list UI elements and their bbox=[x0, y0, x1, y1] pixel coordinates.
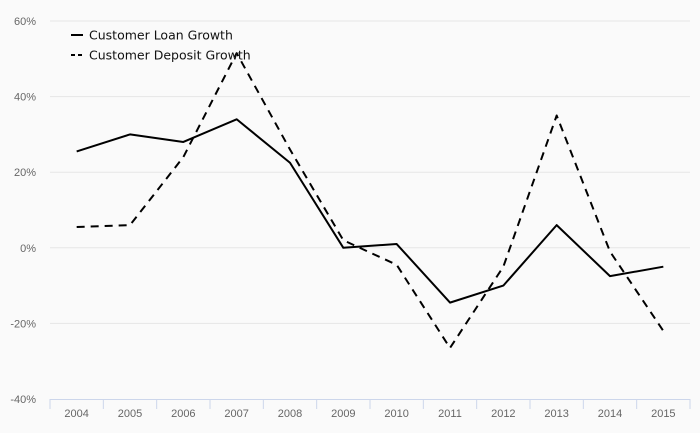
x-tick-label: 2014 bbox=[598, 408, 622, 420]
y-tick-label: 40% bbox=[14, 92, 36, 104]
x-tick-label: 2010 bbox=[384, 408, 408, 420]
series-line-2 bbox=[76, 52, 665, 349]
series-line-1 bbox=[76, 118, 664, 304]
x-tick-label: 2009 bbox=[331, 408, 355, 420]
x-tick-label: 2011 bbox=[438, 408, 462, 420]
x-tick-label: 2012 bbox=[491, 408, 515, 420]
y-tick-label: -20% bbox=[10, 318, 36, 330]
series-layer bbox=[76, 52, 665, 349]
x-tick-label: 2005 bbox=[118, 408, 142, 420]
x-tick-label: 2013 bbox=[544, 408, 568, 420]
y-tick-label: 20% bbox=[14, 167, 36, 179]
legend-label: Customer Loan Growth bbox=[89, 28, 233, 43]
y-tick-label: 60% bbox=[14, 16, 36, 28]
legend-label: Customer Deposit Growth bbox=[89, 48, 251, 63]
y-tick-label: -40% bbox=[10, 394, 36, 406]
y-axis: 60% 40% 20% 0% -20% -40% bbox=[10, 16, 36, 406]
y-tick-label: 0% bbox=[20, 243, 36, 255]
x-tick-label: 2004 bbox=[64, 408, 88, 420]
x-tick-label: 2007 bbox=[224, 408, 248, 420]
x-tick-label: 2006 bbox=[171, 408, 195, 420]
x-axis: 2004 2005 2006 2007 2008 2009 2010 2011 2012 2013… bbox=[49, 399, 691, 420]
x-tick-label: 2015 bbox=[651, 408, 675, 420]
grid-lines bbox=[50, 20, 690, 324]
x-tick-label: 2008 bbox=[278, 408, 302, 420]
legend: Customer Loan Growth Customer Deposit Gro… bbox=[71, 28, 251, 63]
